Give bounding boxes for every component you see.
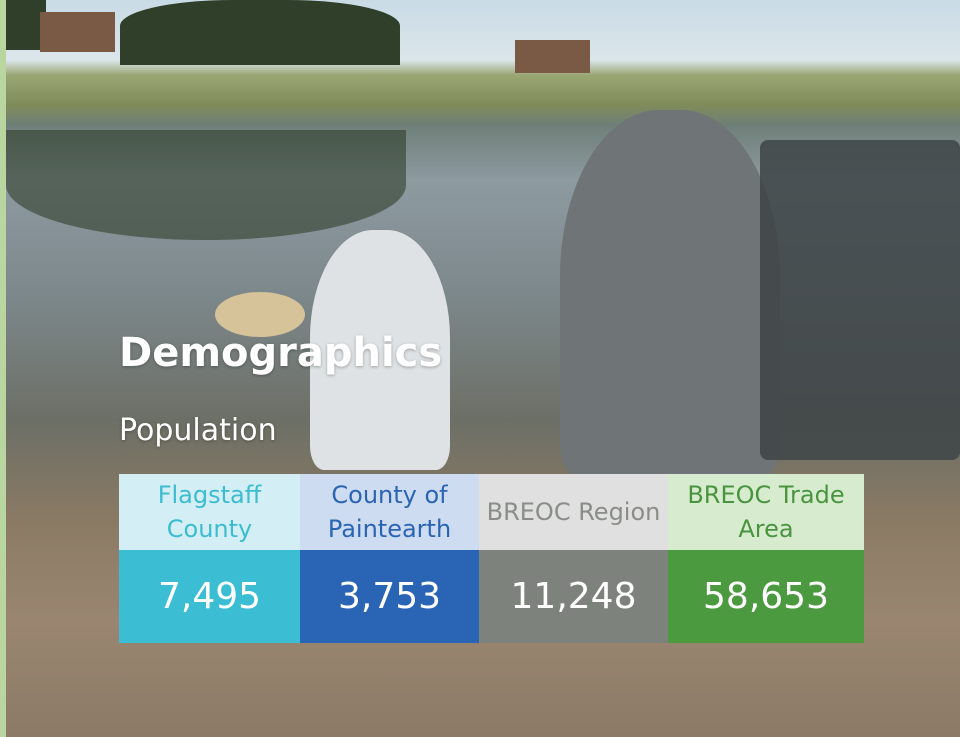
population-value: 3,753 — [300, 550, 479, 643]
section-title: Demographics — [119, 330, 442, 376]
page: Demographics Population Flagstaff County… — [0, 0, 960, 737]
column-header: County of Paintearth — [300, 474, 479, 550]
shed — [515, 40, 590, 73]
population-value: 58,653 — [668, 550, 864, 643]
population-value: 7,495 — [119, 550, 300, 643]
section-subtitle: Population — [119, 413, 277, 448]
shed — [40, 12, 115, 52]
reflection — [6, 130, 406, 240]
chair — [760, 140, 960, 460]
column-header: BREOC Trade Area — [668, 474, 864, 550]
column-header: Flagstaff County — [119, 474, 300, 550]
side-stripe — [0, 0, 6, 737]
population-value: 11,248 — [479, 550, 668, 643]
man — [560, 110, 780, 480]
column-header: BREOC Region — [479, 474, 668, 550]
trees — [120, 0, 400, 65]
